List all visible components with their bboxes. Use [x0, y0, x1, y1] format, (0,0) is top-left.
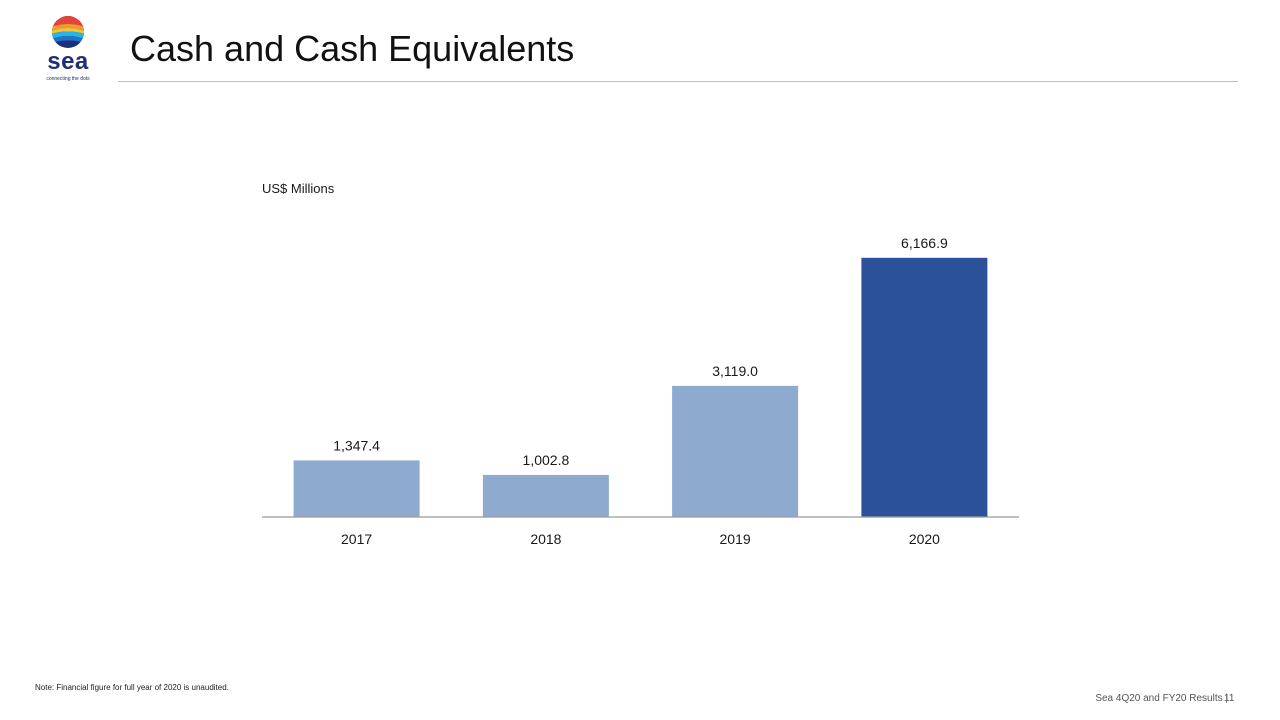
- logo-wordmark: sea: [47, 48, 89, 75]
- sea-logo-icon: [52, 16, 84, 48]
- data-label-2020: 6,166.9: [901, 235, 948, 251]
- logo-tagline: connecting the dots: [46, 76, 90, 82]
- data-label-2017: 1,347.4: [333, 437, 380, 453]
- data-label-2018: 1,002.8: [523, 452, 570, 468]
- footnote: Note: Financial figure for full year of …: [35, 683, 229, 692]
- bar-2020: [861, 257, 988, 517]
- bar-chart: 1,347.4 2017 1,002.8 2018 3,119.0 2019 6,166.9…: [262, 235, 1019, 547]
- sea-logo: sea connecting the dots: [44, 15, 92, 90]
- chart-unit-label: US$ Millions: [262, 181, 335, 196]
- title-divider: [118, 81, 1238, 82]
- page-number: 11: [1224, 693, 1235, 704]
- x-tick-label-2020: 2020: [909, 531, 940, 547]
- data-label-2019: 3,119.0: [712, 363, 758, 379]
- bar-2017: [293, 460, 420, 517]
- x-tick-label-2017: 2017: [341, 531, 372, 547]
- deck-label: Sea 4Q20 and FY20 Results |: [1095, 693, 1228, 704]
- x-tick-label-2018: 2018: [530, 531, 561, 547]
- page-title: Cash and Cash Equivalents: [130, 28, 575, 69]
- x-tick-label-2019: 2019: [720, 531, 751, 547]
- bar-2019: [672, 385, 799, 517]
- bar-2018: [482, 474, 609, 517]
